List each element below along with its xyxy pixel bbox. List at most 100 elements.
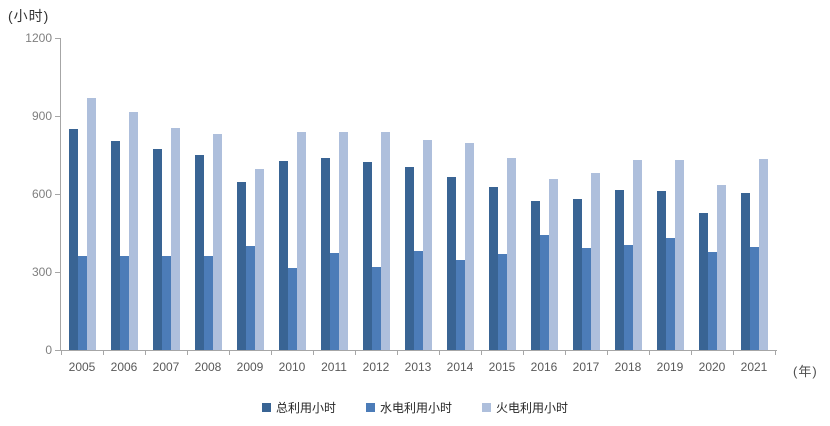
- x-axis-year-label: 2009: [236, 360, 264, 374]
- legend-swatch-icon: [482, 403, 491, 412]
- x-tick-mark: [481, 351, 482, 355]
- x-tick-mark: [691, 351, 692, 355]
- bar-总利用小时-2019: [656, 190, 666, 350]
- bar-总利用小时-2017: [572, 199, 582, 350]
- bar-水电利用小时-2016: [539, 235, 549, 350]
- bar-水电利用小时-2005: [77, 256, 87, 350]
- x-tick-mark: [145, 351, 146, 355]
- bar-总利用小时-2005: [68, 129, 78, 350]
- y-tick-mark: [55, 116, 60, 117]
- bar-水电利用小时-2008: [203, 256, 213, 350]
- bar-火电利用小时-2014: [464, 143, 474, 350]
- bar-总利用小时-2015: [488, 186, 498, 350]
- bar-总利用小时-2011: [320, 158, 330, 350]
- legend-swatch-icon: [365, 403, 375, 412]
- x-tick-mark: [397, 351, 398, 355]
- bar-总利用小时-2013: [404, 166, 414, 350]
- y-tick-mark: [55, 272, 60, 273]
- x-axis-year-label: 2011: [321, 360, 347, 374]
- bar-总利用小时-2006: [110, 140, 120, 350]
- x-axis-year-label: 2014: [446, 360, 474, 374]
- x-tick-mark: [649, 351, 650, 355]
- bar-水电利用小时-2013: [413, 250, 423, 350]
- x-tick-mark: [61, 351, 62, 355]
- bar-水电利用小时-2007: [161, 256, 171, 350]
- y-tick-label: 900: [31, 109, 52, 123]
- bar-水电利用小时-2012: [371, 267, 381, 350]
- x-tick-mark: [313, 351, 314, 355]
- bar-水电利用小时-2019: [665, 238, 675, 350]
- bar-总利用小时-2021: [740, 193, 750, 350]
- bar-火电利用小时-2007: [170, 127, 180, 350]
- bar-水电利用小时-2015: [497, 253, 507, 350]
- x-tick-mark: [775, 351, 776, 355]
- x-tick-mark: [565, 351, 566, 355]
- y-tick-label: 600: [31, 187, 52, 201]
- bar-火电利用小时-2017: [590, 172, 600, 350]
- bar-火电利用小时-2015: [506, 157, 516, 350]
- y-tick-label: 1200: [25, 31, 52, 45]
- x-tick-mark: [523, 351, 524, 355]
- legend-label: 火电利用小时: [496, 401, 569, 415]
- bar-水电利用小时-2017: [581, 247, 591, 350]
- x-axis-year-label: 2008: [194, 360, 222, 374]
- legend-item: 水电利用小时: [365, 399, 452, 416]
- y-tick-mark: [55, 194, 60, 195]
- bar-水电利用小时-2009: [245, 246, 255, 350]
- y-tick-mark: [55, 38, 60, 39]
- x-tick-mark: [355, 351, 356, 355]
- bar-水电利用小时-2014: [455, 260, 465, 350]
- x-axis-year-label: 2005: [68, 360, 96, 374]
- bar-水电利用小时-2018: [623, 244, 633, 350]
- legend-label: 总利用小时: [275, 401, 336, 415]
- y-tick-mark: [55, 350, 60, 351]
- bar-水电利用小时-2006: [119, 256, 129, 350]
- x-axis-year-label: 2016: [530, 360, 558, 374]
- bar-水电利用小时-2010: [287, 268, 297, 350]
- y-tick-label: 0: [45, 343, 52, 357]
- legend-item: 火电利用小时: [482, 399, 568, 416]
- x-tick-mark: [229, 351, 230, 355]
- legend-item: 总利用小时: [261, 399, 336, 416]
- x-tick-mark: [271, 351, 272, 355]
- bar-火电利用小时-2020: [716, 184, 726, 350]
- bar-火电利用小时-2013: [422, 139, 432, 350]
- bar-火电利用小时-2009: [254, 169, 264, 350]
- x-axis-year-label: 2007: [152, 360, 180, 374]
- bar-火电利用小时-2019: [674, 159, 684, 350]
- y-tick-label: 300: [31, 265, 52, 279]
- x-axis-year-label: 2021: [740, 360, 768, 374]
- y-axis-unit-label: (小时): [8, 8, 50, 24]
- bar-总利用小时-2014: [446, 176, 456, 350]
- bar-火电利用小时-2016: [548, 179, 558, 350]
- bar-火电利用小时-2018: [632, 160, 642, 350]
- bar-水电利用小时-2011: [329, 253, 339, 350]
- x-axis-year-label: 2012: [362, 360, 390, 374]
- bar-火电利用小时-2021: [758, 159, 768, 350]
- x-axis-line: [60, 350, 777, 351]
- x-axis-year-label: 2020: [698, 360, 726, 374]
- x-axis-year-label: 2010: [278, 360, 306, 374]
- legend-label: 水电利用小时: [379, 401, 452, 415]
- bar-火电利用小时-2006: [128, 112, 138, 350]
- bar-总利用小时-2007: [152, 148, 162, 350]
- x-tick-mark: [733, 351, 734, 355]
- bar-火电利用小时-2010: [296, 132, 306, 350]
- x-axis-year-label: 2017: [572, 360, 600, 374]
- bar-火电利用小时-2005: [86, 97, 96, 350]
- x-axis-unit-label: (年): [793, 364, 818, 379]
- bar-火电利用小时-2012: [380, 131, 390, 350]
- x-axis-year-label: 2019: [656, 360, 684, 374]
- bar-火电利用小时-2011: [338, 131, 348, 350]
- bar-总利用小时-2008: [194, 155, 204, 350]
- x-tick-mark: [103, 351, 104, 355]
- bar-总利用小时-2009: [236, 182, 246, 350]
- x-axis-year-label: 2015: [488, 360, 516, 374]
- x-axis-year-label: 2018: [614, 360, 642, 374]
- bar-总利用小时-2016: [530, 200, 540, 350]
- bar-总利用小时-2012: [362, 162, 372, 350]
- bar-火电利用小时-2008: [212, 134, 222, 350]
- x-tick-mark: [187, 351, 188, 355]
- bar-水电利用小时-2020: [707, 252, 717, 350]
